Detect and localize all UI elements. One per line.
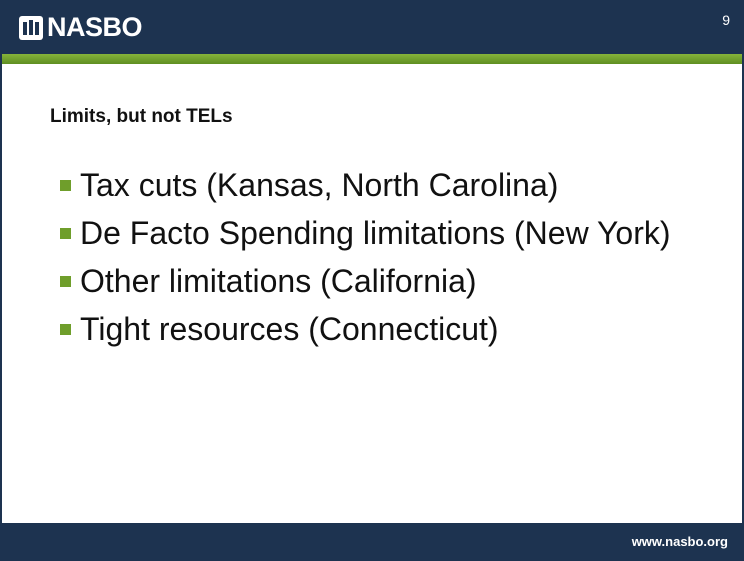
page-number: 9: [722, 12, 730, 28]
header-bar: [2, 2, 742, 54]
footer-url: www.nasbo.org: [631, 534, 728, 549]
footer-bar: www.nasbo.org: [2, 523, 742, 559]
logo: NASBO: [18, 12, 143, 43]
logo-text: NASBO: [47, 12, 143, 42]
header-stripe: [2, 54, 742, 64]
bullet-item: Tight resources (Connecticut): [58, 310, 718, 348]
bullet-list: Tax cuts (Kansas, North Carolina) De Fact…: [58, 166, 718, 358]
slide-title: Limits, but not TELs: [50, 106, 233, 127]
bullet-item: De Facto Spending limitations (New York): [58, 214, 718, 252]
logo-icon: [19, 15, 43, 40]
bullet-item: Tax cuts (Kansas, North Carolina): [58, 166, 718, 204]
bullet-item: Other limitations (California): [58, 262, 718, 300]
